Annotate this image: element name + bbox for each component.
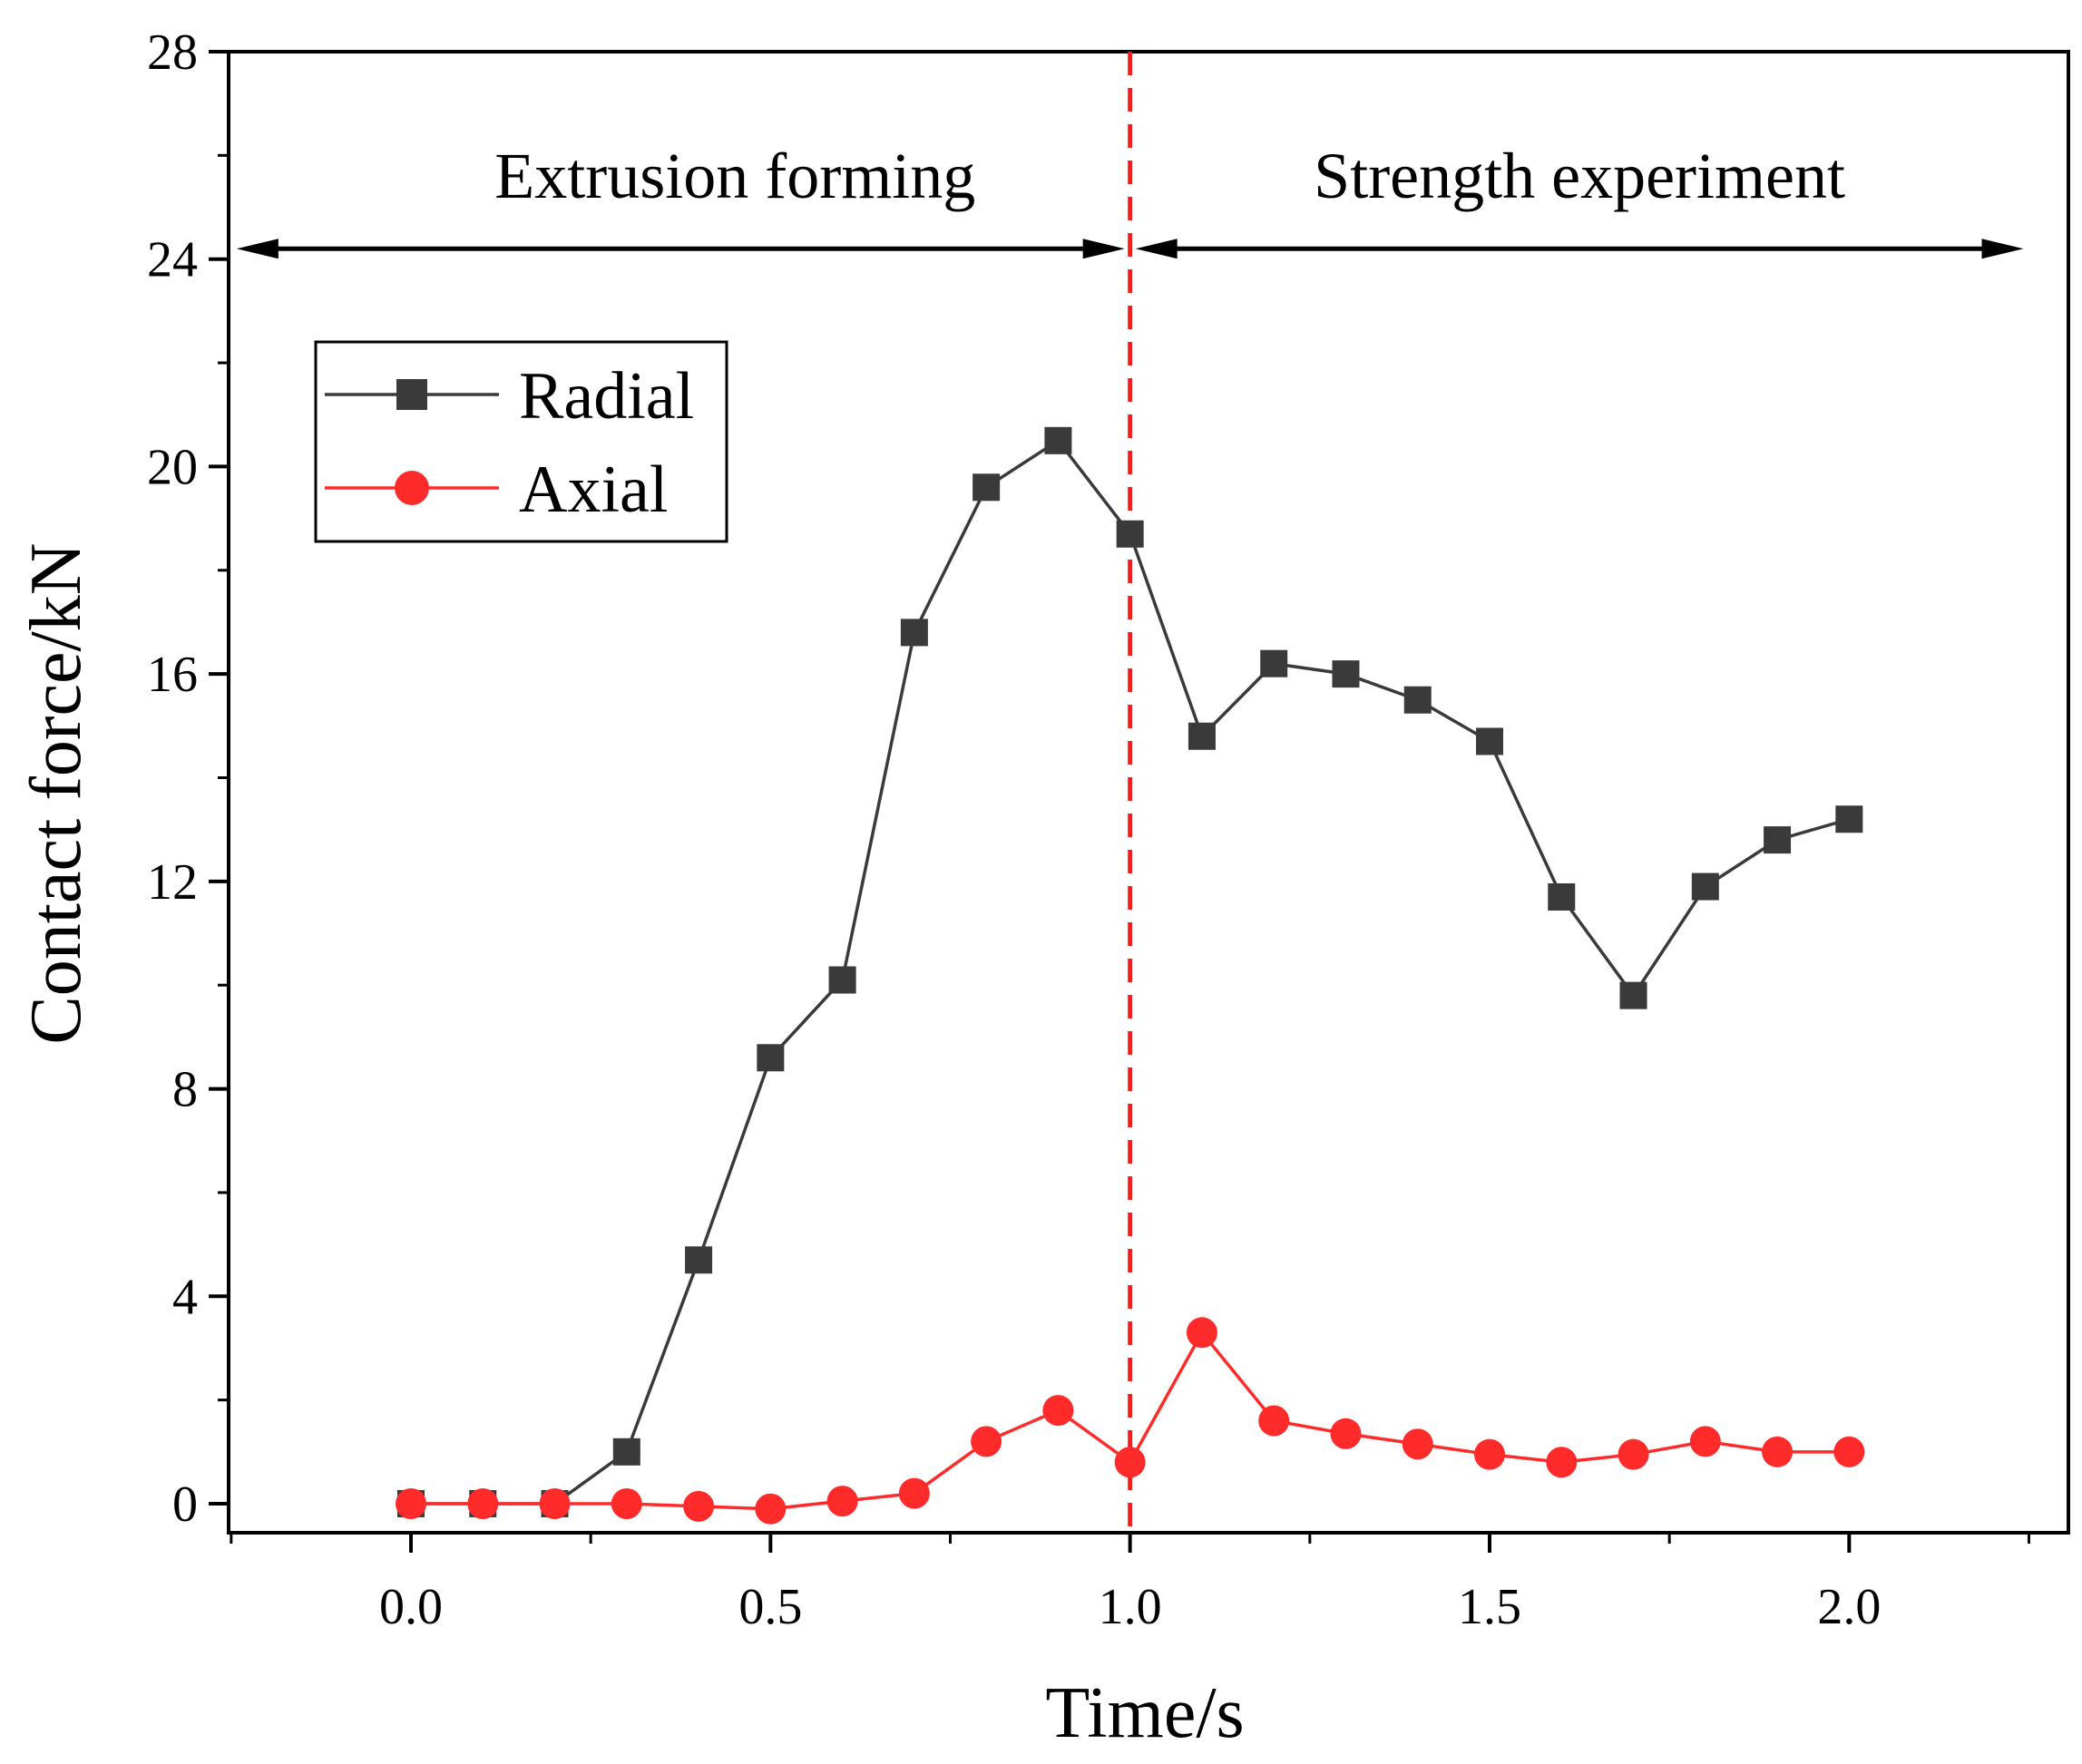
series-axial	[396, 1317, 1865, 1525]
data-point	[612, 1438, 640, 1466]
data-point	[1258, 1405, 1290, 1437]
phase-annotations: Extrusion forming Strength experiment	[236, 52, 2024, 1533]
data-point	[1835, 805, 1863, 833]
legend-marker	[396, 379, 427, 410]
data-point	[396, 1488, 426, 1519]
data-point	[1188, 722, 1216, 750]
legend-label: Radial	[519, 359, 694, 434]
data-point	[755, 1493, 787, 1525]
data-point	[467, 1488, 499, 1519]
phase-arrow-head-right	[1981, 239, 2024, 259]
phase-arrow-head-left	[1135, 239, 1178, 259]
y-tick-label: 24	[147, 232, 198, 288]
y-tick-label: 4	[172, 1269, 198, 1325]
data-point	[1114, 1447, 1146, 1478]
data-point	[1044, 426, 1072, 454]
legend-marker	[395, 471, 429, 505]
data-point	[1116, 520, 1144, 548]
data-point	[1476, 727, 1503, 755]
phase-label: Strength experiment	[1314, 140, 1845, 212]
data-point	[1402, 1428, 1433, 1460]
x-tick-label: 1.5	[1458, 1579, 1521, 1635]
y-tick-label: 28	[147, 24, 198, 81]
y-tick-label: 8	[172, 1062, 198, 1118]
legend: Radial Axial	[314, 340, 728, 543]
data-point	[1833, 1436, 1865, 1467]
y-tick-label: 20	[147, 439, 198, 495]
plot-frame	[227, 50, 2070, 1535]
data-point	[1260, 649, 1288, 677]
data-point	[1618, 1438, 1649, 1470]
phase-arrow-head-right	[1082, 239, 1125, 259]
x-axis: 0.0 0.5 1.0 1.5 2.0	[230, 1533, 2030, 1635]
data-point	[900, 619, 928, 647]
x-tick-label: 0.5	[738, 1579, 802, 1635]
data-point	[898, 1477, 930, 1509]
data-point	[611, 1488, 642, 1519]
data-point	[826, 1486, 858, 1517]
y-tick-label: 12	[147, 854, 198, 911]
data-point	[1474, 1438, 1505, 1470]
data-point	[1042, 1395, 1074, 1427]
data-point	[757, 1044, 785, 1072]
legend-box	[314, 340, 728, 543]
y-tick-label: 0	[172, 1476, 198, 1533]
x-tick-label: 0.0	[379, 1579, 443, 1635]
legend-label: Axial	[519, 453, 668, 527]
data-point	[1403, 686, 1432, 714]
data-point	[1186, 1317, 1217, 1349]
y-axis: 0 4 8 12 16 20 24 28	[147, 24, 229, 1533]
data-point	[1548, 883, 1576, 911]
data-point	[1689, 1426, 1721, 1457]
data-point	[973, 473, 1001, 502]
x-axis-title: Time/s	[1045, 1673, 1244, 1753]
data-point	[539, 1488, 571, 1519]
data-point	[1330, 1418, 1362, 1449]
y-tick-label: 16	[147, 647, 198, 703]
data-point	[1762, 1436, 1794, 1467]
x-tick-label: 1.0	[1099, 1579, 1162, 1635]
x-tick-label: 2.0	[1817, 1579, 1881, 1635]
y-axis-title: Contact force/kN	[16, 542, 96, 1044]
series-layer	[396, 426, 1865, 1525]
phase-label: Extrusion forming	[494, 140, 975, 212]
data-point	[683, 1490, 715, 1522]
data-point	[1546, 1447, 1578, 1478]
phase-arrow-head-left	[236, 239, 279, 259]
data-point	[1764, 826, 1792, 854]
data-point	[1332, 660, 1360, 688]
data-point	[971, 1426, 1002, 1457]
data-point	[1691, 872, 1719, 901]
data-point	[1619, 981, 1647, 1009]
plot-border	[227, 50, 2070, 1535]
data-point	[828, 966, 856, 994]
data-point	[685, 1246, 713, 1274]
